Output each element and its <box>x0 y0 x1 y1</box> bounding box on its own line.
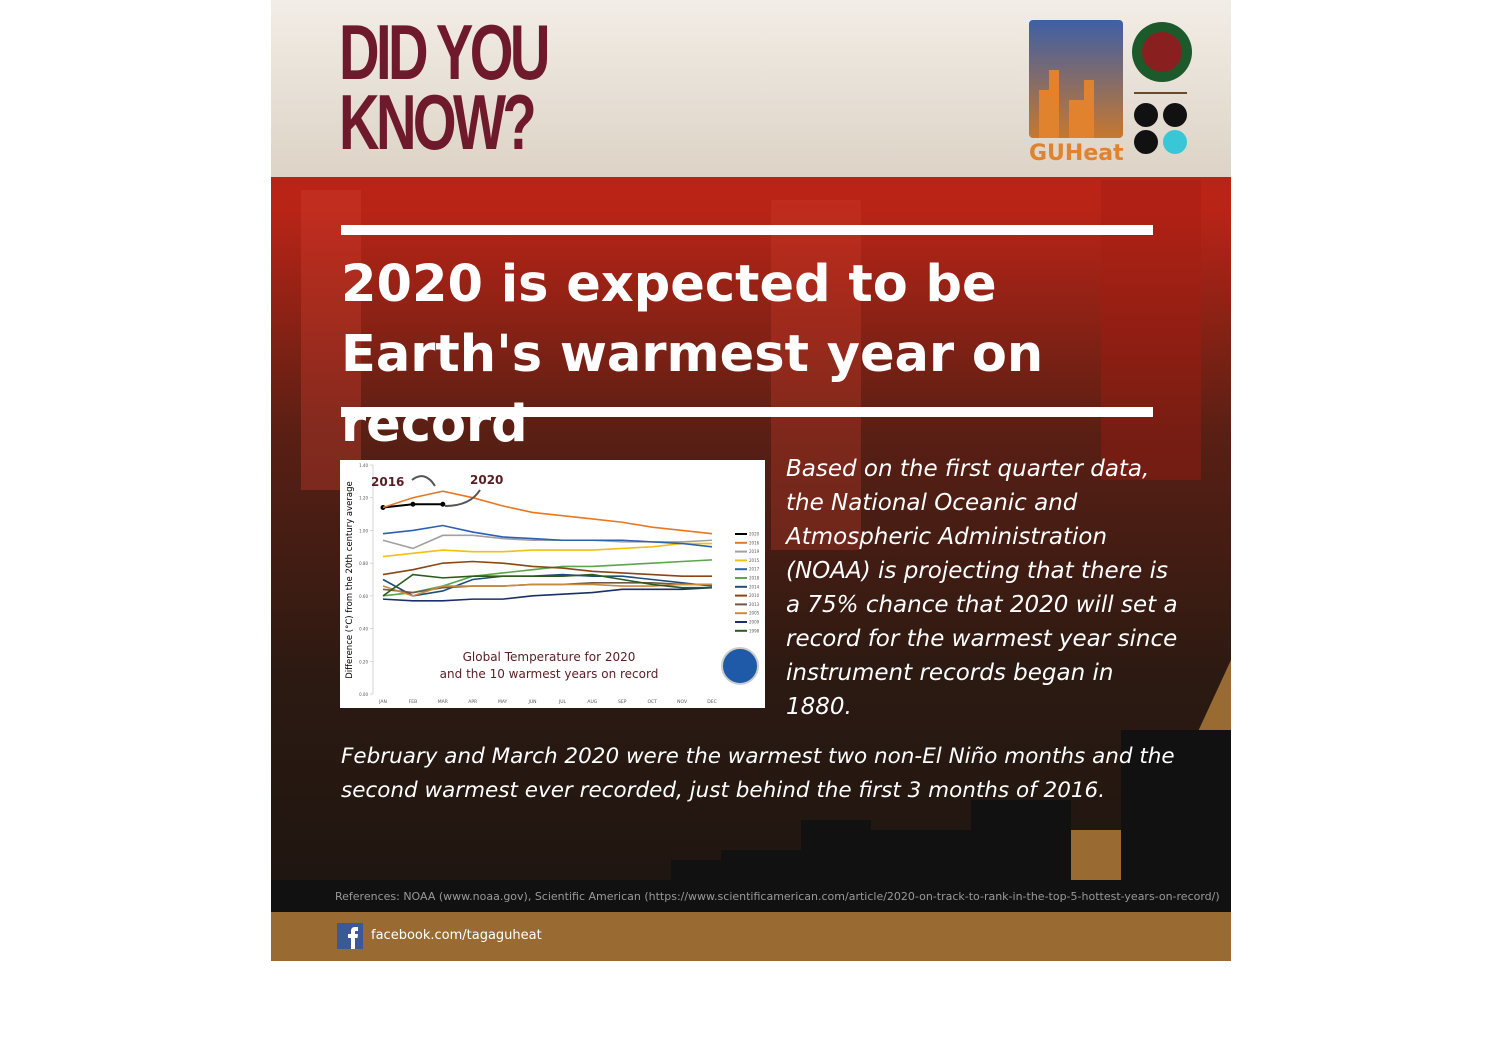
legend-label: 2013 <box>749 602 760 607</box>
x-tick-label: DEC <box>707 699 716 705</box>
x-tick-label: AUG <box>587 699 597 705</box>
header-title: KNOW? <box>339 78 537 166</box>
x-tick-label: JAN <box>378 699 387 705</box>
series-line <box>382 573 713 597</box>
noaa-logo <box>721 647 759 685</box>
y-tick-label: 0.60 <box>359 594 368 599</box>
legend-label: 2019 <box>749 549 760 554</box>
x-tick-label: OCT <box>647 699 657 705</box>
series-line <box>382 560 712 578</box>
body-text: Based on the first quarter data, the Nat… <box>786 456 1178 720</box>
x-tick-label: MAR <box>438 699 448 705</box>
infographic: DID YOU KNOW? GUHeat 2020 is expected to… <box>271 0 1231 961</box>
series-line <box>382 542 712 558</box>
body-text: February and March 2020 were the warmest… <box>341 744 1175 803</box>
chart-title: Global Temperature for 2020 <box>463 650 636 664</box>
background-art <box>301 180 1231 900</box>
x-tick-label: SEP <box>618 699 627 705</box>
series-marker <box>440 501 446 507</box>
header-title: DID YOU <box>339 8 550 96</box>
footer <box>271 912 1231 961</box>
facebook-icon <box>337 923 363 949</box>
legend-label: 2016 <box>749 540 760 545</box>
legend-label: 1998 <box>749 628 760 633</box>
y-tick-label: 0.80 <box>359 561 368 566</box>
x-tick-label: FEB <box>409 699 418 705</box>
x-tick-label: NOV <box>677 699 688 705</box>
x-tick-label: JUN <box>528 699 537 705</box>
references: References: NOAA (www.noaa.gov), Scienti… <box>335 890 1220 903</box>
legend-label: 2005 <box>749 611 760 616</box>
annotation-arrow <box>411 475 436 487</box>
annotation: 2016 <box>371 475 404 489</box>
series-line <box>382 586 713 602</box>
legend-label: 2010 <box>749 593 760 598</box>
y-tick-label: 0.20 <box>359 659 368 664</box>
legend-label: 2015 <box>749 558 760 563</box>
legend-label: 2009 <box>749 620 760 625</box>
x-tick-label: MAY <box>498 699 508 705</box>
y-tick-label: 1.00 <box>359 528 368 533</box>
logos: GUHeat <box>1029 20 1192 165</box>
y-axis-label: Difference (°C) from the 20th century av… <box>345 481 355 678</box>
x-tick-label: APR <box>468 699 477 705</box>
legend-label: 2020 <box>749 532 760 537</box>
divider <box>341 225 1153 235</box>
divider <box>341 407 1153 417</box>
logo-text: GUHeat <box>1029 141 1124 165</box>
legend-label: 2018 <box>749 576 760 581</box>
series-line <box>382 524 713 548</box>
annotation: 2020 <box>470 473 503 487</box>
y-tick-label: 0.40 <box>359 627 368 632</box>
social-link: facebook.com/tagaguheat <box>371 928 542 943</box>
series-line <box>382 573 712 597</box>
x-tick-label: JUL <box>558 699 567 705</box>
headline: 2020 is expected to be Earth's warmest y… <box>341 255 1044 454</box>
y-tick-label: 1.40 <box>359 463 368 468</box>
y-tick-label: 0.00 <box>359 692 368 697</box>
series-line <box>382 583 712 597</box>
chart-title: and the 10 warmest years on record <box>440 667 659 681</box>
legend-label: 2014 <box>749 584 760 589</box>
y-tick-label: 1.20 <box>359 496 368 501</box>
legend-label: 2017 <box>749 567 760 572</box>
chart: 0.00 0.20 0.40 0.60 0.80 1.00 1.20 1.40 JAN FEB MA… <box>340 460 765 708</box>
annotation-arrow <box>444 489 481 507</box>
series-marker <box>410 501 416 507</box>
series-line <box>382 490 713 535</box>
reference-bar <box>271 880 1231 912</box>
